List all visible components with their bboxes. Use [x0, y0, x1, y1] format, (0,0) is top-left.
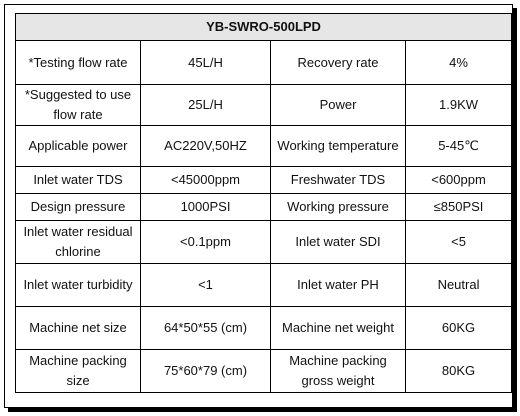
spec-value: 75*60*79 (cm)	[140, 349, 271, 393]
spec-label: Inlet water PH	[270, 263, 406, 307]
spec-value: 1000PSI	[140, 193, 271, 221]
spec-label: *Suggested to use flow rate	[15, 84, 141, 126]
spec-label: Power	[270, 84, 406, 126]
table-row: Machine packing size 75*60*79 (cm) Machi…	[15, 349, 513, 393]
spec-value: <1	[140, 263, 271, 307]
spec-value: <5	[404, 220, 513, 264]
spec-value: ≤850PSI	[404, 193, 513, 221]
table-row: Inlet water TDS <45000ppm Freshwater TDS…	[15, 166, 513, 194]
spec-label: Applicable power	[15, 125, 141, 167]
table-row: Inlet water turbidity <1 Inlet water PH …	[15, 263, 513, 307]
spec-label: Inlet water residual chlorine	[15, 220, 141, 264]
spec-value: 5-45℃	[404, 125, 513, 167]
spec-label: Inlet water TDS	[15, 166, 141, 194]
spec-label: Working pressure	[270, 193, 406, 221]
spec-label: Machine net size	[15, 306, 141, 350]
spec-label: Working temperature	[270, 125, 406, 167]
spec-value: <600ppm	[404, 166, 513, 194]
spec-value: 25L/H	[140, 84, 271, 126]
spec-value: AC220V,50HZ	[140, 125, 271, 167]
spec-label: Inlet water SDI	[270, 220, 406, 264]
spec-label: Machine packing gross weight	[270, 349, 406, 393]
spec-value: 80KG	[404, 349, 513, 393]
spec-label: Freshwater TDS	[270, 166, 406, 194]
table-row: Inlet water residual chlorine <0.1ppm In…	[15, 220, 513, 264]
spec-value: 4%	[404, 40, 513, 85]
table-row: Design pressure 1000PSI Working pressure…	[15, 193, 513, 221]
table-row: Applicable power AC220V,50HZ Working tem…	[15, 125, 513, 167]
spec-label: Design pressure	[15, 193, 141, 221]
spec-value: 45L/H	[140, 40, 271, 85]
spec-value: <45000ppm	[140, 166, 271, 194]
spec-table: YB-SWRO-500LPD *Testing flow rate 45L/H …	[14, 13, 513, 393]
model-title: YB-SWRO-500LPD	[14, 13, 513, 41]
spec-label: *Testing flow rate	[15, 40, 141, 85]
table-row: *Suggested to use flow rate 25L/H Power …	[15, 84, 513, 126]
spec-value: 1.9KW	[404, 84, 513, 126]
table-row: Machine net size 64*50*55 (cm) Machine n…	[15, 306, 513, 350]
title-row: YB-SWRO-500LPD	[14, 13, 513, 41]
spec-value: 60KG	[404, 306, 513, 350]
spec-label: Inlet water turbidity	[15, 263, 141, 307]
spec-value: Neutral	[404, 263, 513, 307]
spec-value: <0.1ppm	[140, 220, 271, 264]
spec-label: Machine packing size	[15, 349, 141, 393]
table-row: *Testing flow rate 45L/H Recovery rate 4…	[15, 40, 513, 85]
spec-label: Machine net weight	[270, 306, 406, 350]
spec-value: 64*50*55 (cm)	[140, 306, 271, 350]
spec-label: Recovery rate	[270, 40, 406, 85]
